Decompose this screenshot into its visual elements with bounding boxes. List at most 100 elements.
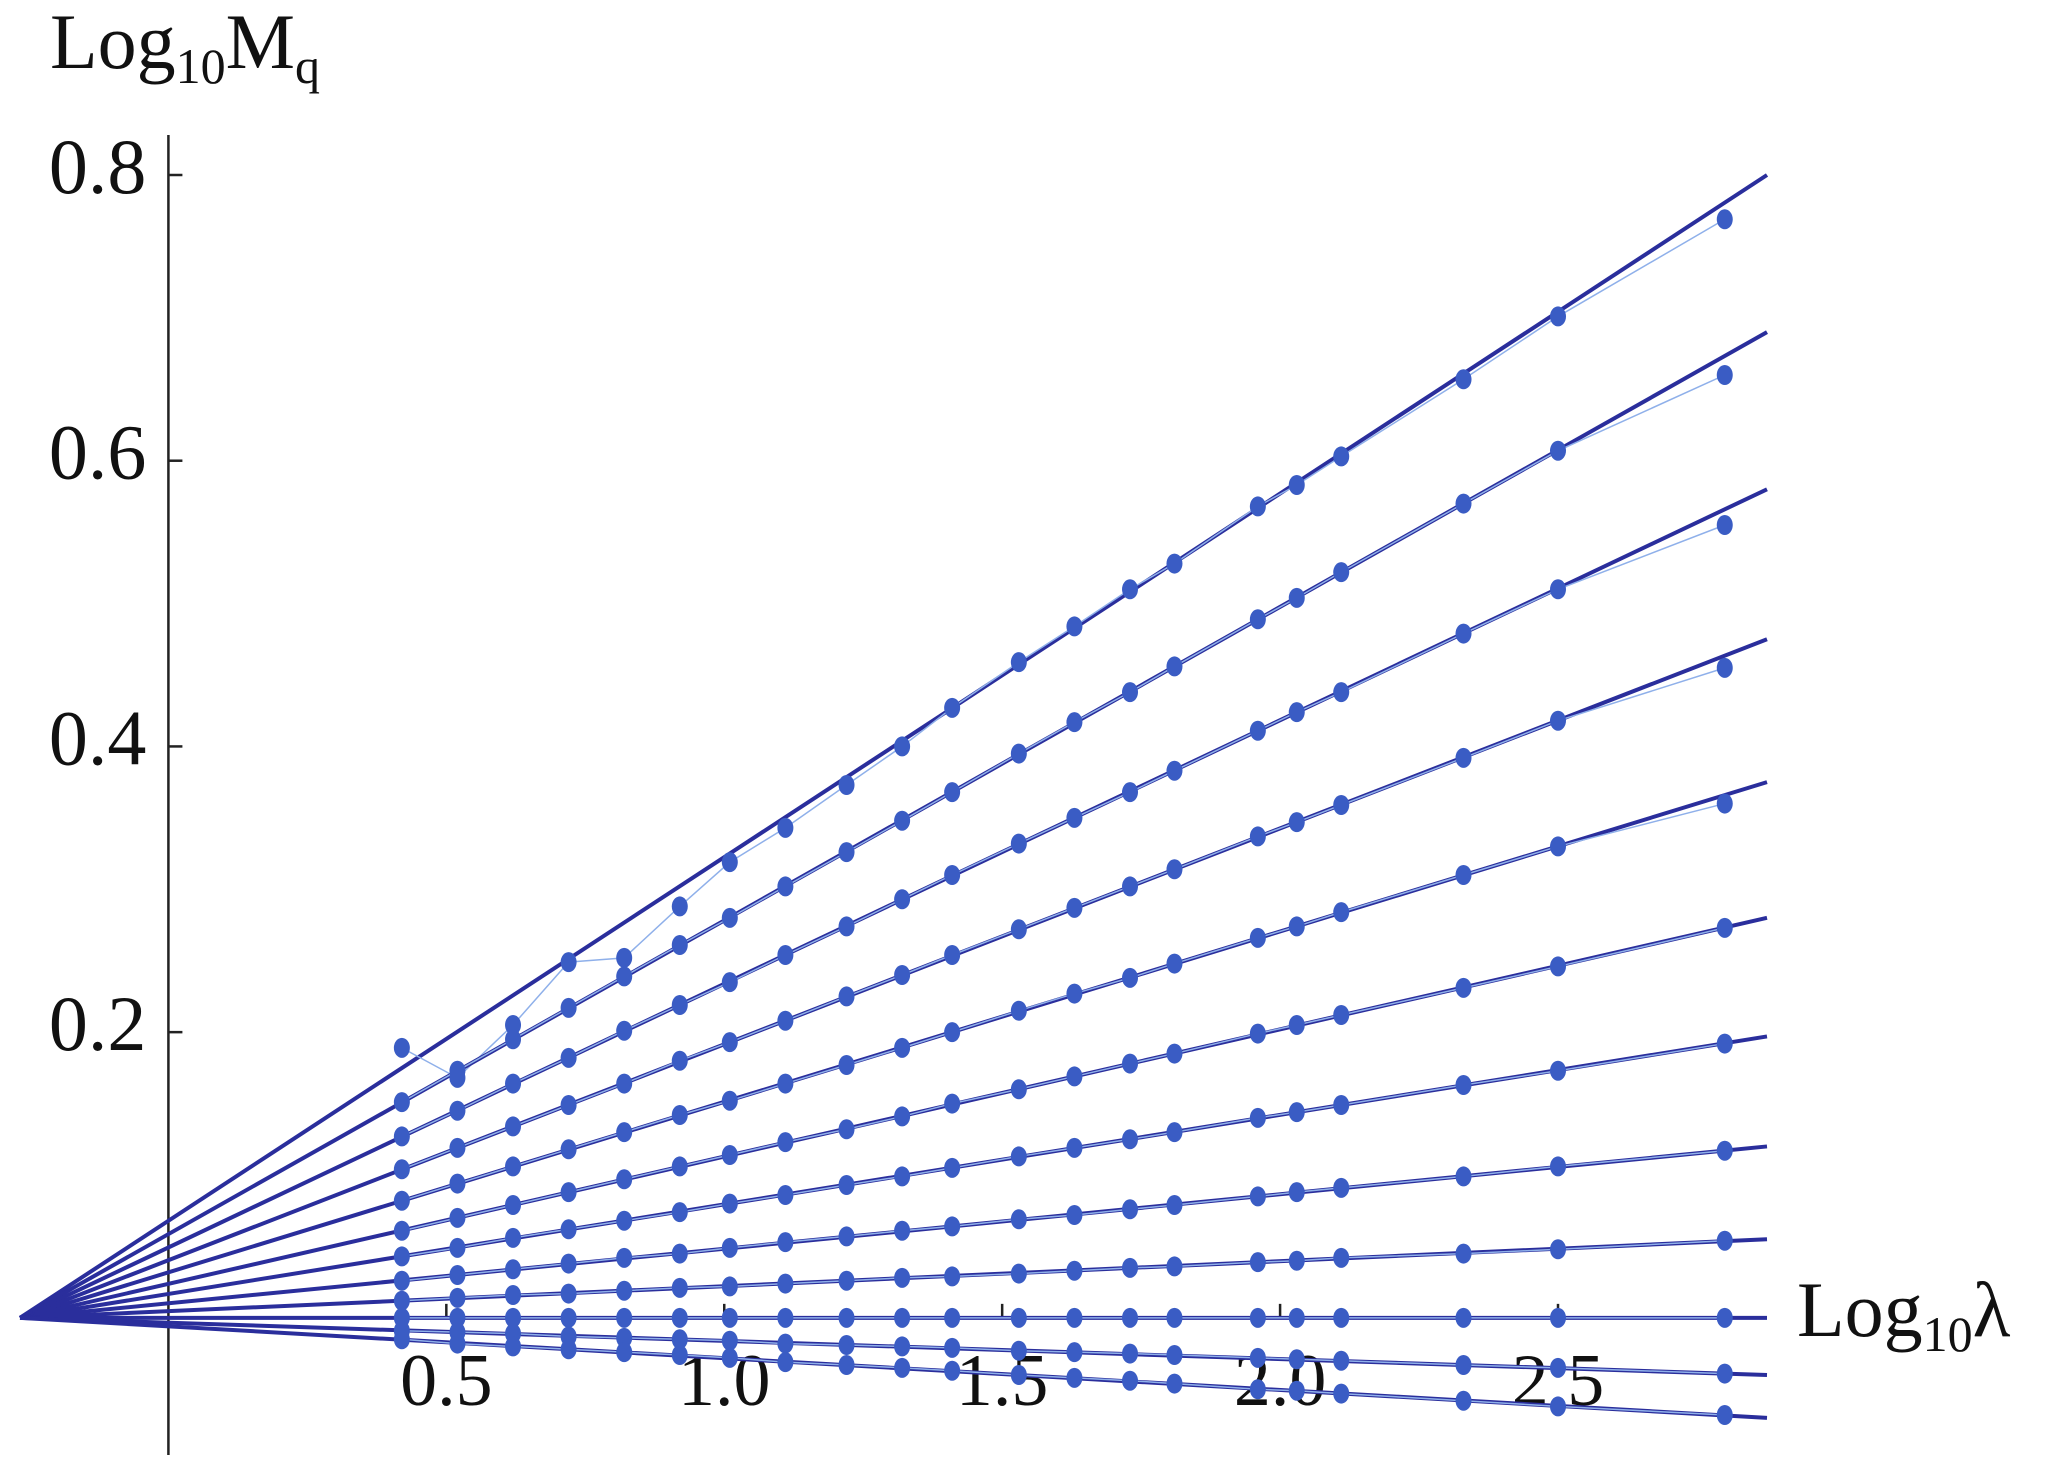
data-point bbox=[1066, 1205, 1083, 1225]
data-point bbox=[1716, 793, 1733, 814]
data-point bbox=[894, 1037, 911, 1058]
data-point bbox=[1249, 609, 1266, 630]
data-point bbox=[505, 1015, 522, 1035]
data-point bbox=[1010, 1000, 1027, 1021]
connector-line bbox=[401, 374, 1726, 1103]
data-point bbox=[1455, 1307, 1472, 1328]
data-point bbox=[1166, 760, 1183, 781]
data-point bbox=[560, 1182, 577, 1203]
data-point bbox=[721, 1032, 738, 1053]
data-point bbox=[1716, 209, 1733, 230]
data-point bbox=[721, 1145, 738, 1165]
data-point bbox=[1550, 1357, 1567, 1378]
data-point bbox=[560, 1307, 577, 1328]
data-point bbox=[560, 1253, 577, 1274]
data-point bbox=[1010, 919, 1027, 940]
data-point bbox=[616, 1247, 633, 1268]
data-point bbox=[616, 1327, 633, 1348]
data-point bbox=[560, 1047, 577, 1068]
data-point bbox=[721, 1307, 738, 1328]
data-point bbox=[449, 1207, 466, 1228]
data-point bbox=[671, 1345, 688, 1365]
data-point bbox=[1249, 927, 1266, 948]
data-point bbox=[894, 1357, 911, 1378]
data-point bbox=[393, 1246, 410, 1267]
data-point bbox=[1455, 1243, 1472, 1264]
data-point bbox=[393, 1092, 410, 1113]
data-point bbox=[1333, 1247, 1350, 1268]
data-point bbox=[505, 1336, 522, 1357]
data-point bbox=[1066, 983, 1083, 1004]
data-point bbox=[1166, 1043, 1183, 1064]
data-point bbox=[1249, 1252, 1266, 1273]
data-point bbox=[1122, 1199, 1139, 1220]
data-point bbox=[1288, 475, 1305, 495]
data-point bbox=[1455, 1390, 1472, 1411]
data-point bbox=[1333, 682, 1350, 703]
data-point bbox=[1455, 977, 1472, 998]
data-point bbox=[1333, 1350, 1350, 1371]
data-point bbox=[1122, 1257, 1139, 1278]
data-point bbox=[393, 1159, 410, 1180]
data-point bbox=[1166, 1345, 1183, 1365]
data-point bbox=[1066, 712, 1083, 733]
data-point bbox=[560, 1139, 577, 1160]
x-tick-label: 1.5 bbox=[956, 1340, 1049, 1422]
data-point bbox=[1166, 656, 1183, 677]
data-point bbox=[721, 1237, 738, 1258]
data-point bbox=[449, 1287, 466, 1308]
data-point bbox=[616, 1280, 633, 1301]
x-tick-label: 0.5 bbox=[400, 1340, 493, 1422]
data-point bbox=[838, 775, 855, 795]
data-point bbox=[449, 1333, 466, 1354]
data-point bbox=[721, 852, 738, 873]
data-point bbox=[1716, 657, 1733, 678]
data-point bbox=[1066, 1367, 1083, 1388]
data-point bbox=[721, 972, 738, 993]
data-point bbox=[449, 1137, 466, 1158]
data-point bbox=[1249, 1107, 1266, 1128]
data-point bbox=[777, 1232, 794, 1253]
data-point bbox=[894, 1336, 911, 1357]
data-point bbox=[671, 1243, 688, 1264]
data-point bbox=[1288, 1250, 1305, 1271]
data-point bbox=[1122, 682, 1139, 703]
data-point bbox=[1455, 493, 1472, 514]
data-point bbox=[894, 1106, 911, 1127]
data-point bbox=[616, 966, 633, 987]
data-point bbox=[838, 1270, 855, 1291]
data-point bbox=[777, 1185, 794, 1205]
data-point bbox=[838, 1335, 855, 1355]
data-point bbox=[944, 1337, 961, 1358]
data-point bbox=[560, 1339, 577, 1360]
y-tick-label: 0.6 bbox=[49, 409, 147, 496]
data-point bbox=[1122, 579, 1139, 600]
data-point bbox=[1166, 553, 1183, 574]
data-point bbox=[1716, 1307, 1733, 1328]
data-point bbox=[1249, 1379, 1266, 1400]
data-point bbox=[393, 1037, 410, 1058]
data-point bbox=[838, 1055, 855, 1075]
data-point bbox=[1288, 916, 1305, 937]
y-tick-label: 0.2 bbox=[49, 980, 147, 1067]
data-point bbox=[838, 1119, 855, 1140]
data-point bbox=[560, 997, 577, 1018]
data-point bbox=[1333, 562, 1350, 583]
data-point bbox=[671, 1156, 688, 1177]
data-point bbox=[616, 1073, 633, 1094]
data-point bbox=[505, 1259, 522, 1280]
data-point bbox=[505, 1227, 522, 1248]
data-point bbox=[944, 1157, 961, 1178]
data-point bbox=[1288, 1349, 1305, 1370]
data-point bbox=[1010, 1079, 1027, 1100]
y-tick-label: 0.8 bbox=[49, 123, 147, 210]
data-point bbox=[393, 1126, 410, 1147]
data-point bbox=[894, 810, 911, 831]
data-point bbox=[1122, 876, 1139, 897]
data-point bbox=[1066, 1066, 1083, 1087]
data-point bbox=[671, 1050, 688, 1071]
data-point bbox=[1716, 1140, 1733, 1161]
data-point bbox=[944, 1266, 961, 1287]
data-point bbox=[1288, 1182, 1305, 1203]
data-point bbox=[944, 1360, 961, 1381]
